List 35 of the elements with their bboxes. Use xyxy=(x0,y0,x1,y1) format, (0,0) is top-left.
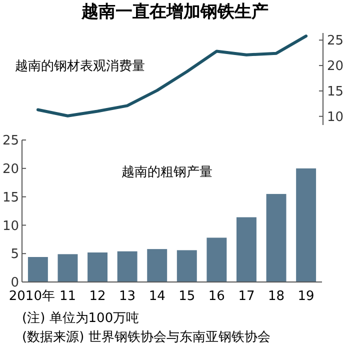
x-tick-label: 15 xyxy=(178,289,196,304)
text: 越南的粗钢产量 xyxy=(122,165,212,180)
bar xyxy=(236,217,256,282)
bar xyxy=(28,257,48,282)
bar xyxy=(176,250,197,282)
bar xyxy=(88,252,108,282)
x-tick-label: 14 xyxy=(148,289,166,304)
y-tick-label: 25 xyxy=(2,134,19,149)
y-tick-label: 15 xyxy=(2,190,19,206)
text: (数据来源) 世界钢铁协会与东南亚钢铁协会 xyxy=(22,330,270,345)
y-tick-label: 10 xyxy=(327,110,344,125)
bar xyxy=(117,251,138,282)
x-tick-label: 2010年 xyxy=(8,289,55,304)
x-tick-label: 18 xyxy=(268,289,285,304)
y-tick-label: 10 xyxy=(2,218,19,234)
series-label: 越南的钢材表观消费量 xyxy=(15,59,145,74)
x-tick-label: 16 xyxy=(208,289,225,304)
y-tick-label: 5 xyxy=(10,247,19,262)
x-tick-label: 17 xyxy=(238,289,255,304)
y-tick-label: 20 xyxy=(2,162,19,177)
bar xyxy=(58,254,78,282)
x-tick-label: 19 xyxy=(298,289,314,304)
y-tick-label: 0 xyxy=(10,276,19,291)
text: (注) 单位为100万吨 xyxy=(22,311,140,326)
x-tick-label: 12 xyxy=(89,289,106,304)
x-tick-label: 13 xyxy=(119,289,136,304)
chart-title: 越南一直在增加钢铁生产 xyxy=(80,2,268,22)
y-tick-label: 25 xyxy=(327,34,344,49)
y-tick-label: 15 xyxy=(327,84,344,100)
x-tick-label: 11 xyxy=(59,289,76,304)
bar xyxy=(266,194,286,282)
y-tick-label: 20 xyxy=(327,59,344,74)
bar xyxy=(147,249,168,282)
bar xyxy=(206,238,227,282)
bar xyxy=(296,168,316,282)
